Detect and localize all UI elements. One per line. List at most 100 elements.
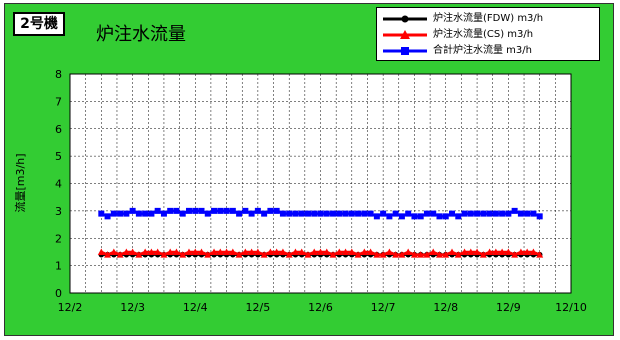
- series-point: [291, 248, 299, 255]
- series-point: [248, 210, 255, 217]
- series-point: [286, 210, 293, 217]
- series-point: [498, 248, 506, 255]
- series-point: [241, 248, 249, 255]
- y-tick-label: 0: [55, 287, 62, 300]
- series-point: [442, 213, 449, 220]
- series-point: [179, 251, 187, 258]
- series-point: [361, 210, 368, 217]
- series-point: [235, 251, 243, 258]
- series-point: [304, 210, 311, 217]
- series-point: [135, 251, 143, 258]
- series-point: [336, 210, 343, 217]
- series-point: [273, 207, 280, 214]
- series-point: [110, 248, 118, 255]
- series-point: [148, 210, 155, 217]
- series-point: [135, 210, 142, 217]
- series-point: [461, 248, 469, 255]
- series-point: [311, 210, 318, 217]
- series-point: [405, 210, 412, 217]
- series-point: [323, 248, 331, 255]
- x-tick-label: 12/8: [433, 301, 458, 314]
- series-point: [373, 213, 380, 220]
- series-point: [160, 210, 167, 217]
- series-point: [261, 210, 268, 217]
- series-point: [210, 248, 218, 255]
- series-point: [354, 251, 362, 258]
- series-point: [499, 210, 506, 217]
- series-point: [310, 248, 318, 255]
- series-point: [385, 248, 393, 255]
- series-point: [160, 251, 168, 258]
- series-point: [317, 248, 324, 255]
- series-point: [423, 210, 430, 217]
- series-point: [173, 207, 180, 214]
- series-1: [97, 248, 544, 258]
- series-point: [248, 248, 256, 255]
- series-point: [335, 248, 343, 255]
- series-point: [323, 210, 330, 217]
- series-point: [236, 210, 243, 217]
- series-point: [454, 251, 462, 258]
- y-tick-label: 3: [55, 205, 62, 218]
- y-tick-label: 7: [55, 95, 62, 108]
- x-tick-label: 12/4: [183, 301, 208, 314]
- series-point: [355, 210, 362, 217]
- x-tick-labels: 12/2 12/3 12/4 12/5 12/6 12/7 12/8 12/9 12/10: [58, 301, 587, 314]
- series-point: [423, 251, 431, 258]
- series-point: [373, 251, 381, 258]
- y-tick-label: 5: [55, 150, 62, 163]
- legend-label-cs: 炉注水流量(CS) m3/h: [433, 29, 534, 40]
- series-point: [523, 248, 531, 255]
- series-point: [411, 213, 418, 220]
- series-point: [492, 248, 500, 255]
- series-point: [473, 248, 481, 255]
- y-axis-label: 流量[m3/h]: [13, 154, 27, 213]
- series-point: [480, 210, 487, 217]
- series-point: [242, 207, 249, 214]
- series-point: [110, 210, 117, 217]
- series-point: [192, 207, 199, 214]
- series-point: [304, 251, 312, 258]
- x-tick-label: 12/6: [308, 301, 333, 314]
- x-tick-label: 12/2: [58, 301, 83, 314]
- series-point: [116, 251, 124, 258]
- series-2: [98, 207, 543, 220]
- series-point: [117, 210, 124, 217]
- series-point: [417, 213, 424, 220]
- series-point: [348, 248, 356, 255]
- series-point: [204, 210, 211, 217]
- series-point: [279, 210, 286, 217]
- series-point: [167, 207, 174, 214]
- series-point: [529, 248, 537, 255]
- series-point: [379, 251, 387, 258]
- series-point: [404, 248, 412, 255]
- series-point: [142, 210, 149, 217]
- series-point: [511, 251, 519, 258]
- series-point: [398, 251, 406, 258]
- series-point: [123, 210, 130, 217]
- series-point: [430, 210, 437, 217]
- series-point: [348, 210, 355, 217]
- y-tick-label: 1: [55, 260, 62, 273]
- series-point: [141, 248, 149, 255]
- legend-label-total: 合計炉注水流量 m3/h: [433, 45, 532, 56]
- series-point: [104, 251, 112, 258]
- series-point: [172, 248, 180, 255]
- legend-label-fdw: 炉注水流量(FDW) m3/h: [433, 13, 544, 24]
- series-point: [298, 248, 306, 255]
- series-point: [360, 248, 368, 255]
- series-point: [191, 248, 199, 255]
- series-point: [154, 207, 161, 214]
- series-point: [486, 248, 494, 255]
- series-point: [398, 213, 405, 220]
- legend-swatch-total: [383, 47, 427, 55]
- series-point: [536, 213, 543, 220]
- series-point: [229, 248, 237, 255]
- series-point: [211, 207, 218, 214]
- series-point: [392, 210, 399, 217]
- series-point: [417, 251, 425, 258]
- grid-lines: [70, 74, 571, 293]
- legend-swatch-cs: [383, 30, 427, 39]
- chart-title: 炉注水流量: [96, 24, 186, 45]
- series-point: [367, 210, 374, 217]
